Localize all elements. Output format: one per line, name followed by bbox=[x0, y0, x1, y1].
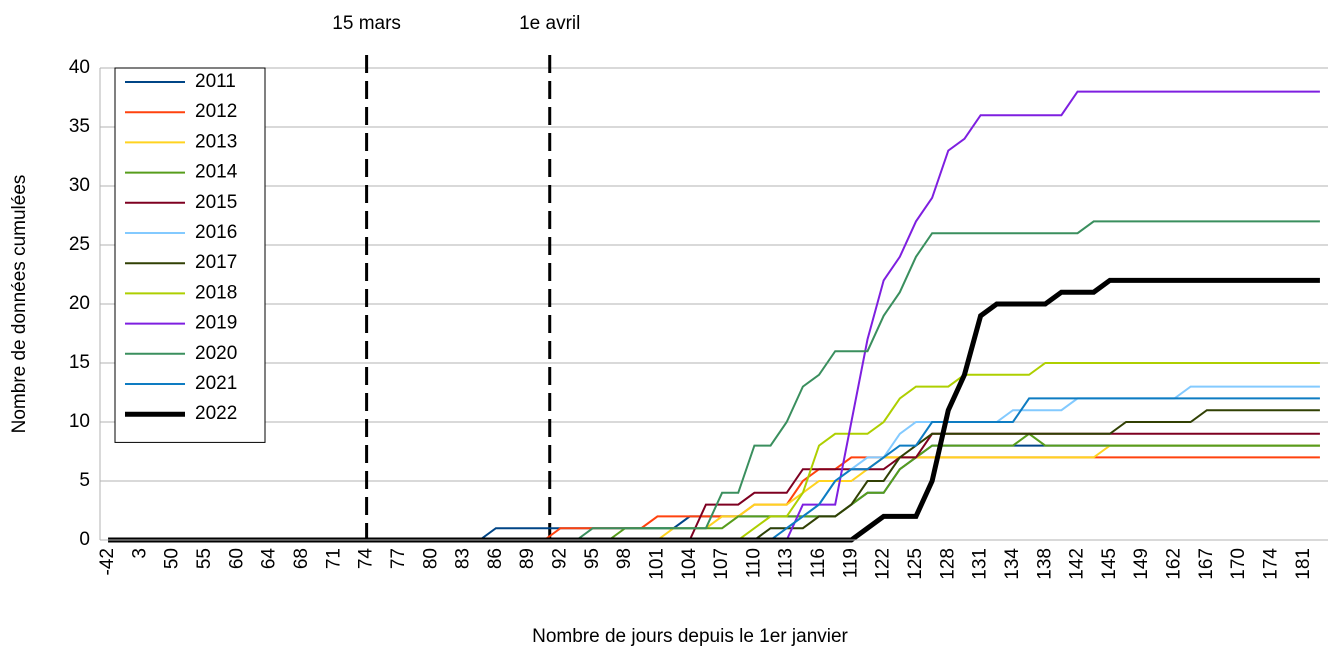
series-line bbox=[108, 432, 1320, 541]
legend-label: 2022 bbox=[195, 403, 237, 424]
x-tick-label: 64 bbox=[259, 548, 280, 570]
series-line bbox=[108, 444, 1320, 541]
series-line bbox=[108, 397, 1320, 541]
legend-box bbox=[114, 67, 266, 443]
x-tick-label: 145 bbox=[1099, 548, 1120, 580]
series-line bbox=[108, 220, 1320, 541]
y-tick-label: 20 bbox=[69, 293, 90, 314]
legend-label: 2016 bbox=[195, 222, 237, 243]
x-tick-label: 95 bbox=[582, 548, 603, 569]
annotation-text: 15 mars bbox=[332, 13, 401, 34]
x-tick-label: 138 bbox=[1034, 548, 1055, 580]
x-tick-label: 80 bbox=[420, 548, 441, 569]
series-line bbox=[108, 277, 1320, 543]
x-tick-label: -42 bbox=[97, 548, 118, 575]
y-axis-title: Nombre de données cumulées bbox=[9, 175, 30, 434]
legend-label: 2019 bbox=[195, 313, 237, 334]
series-line bbox=[108, 444, 1320, 541]
series-line bbox=[108, 90, 1320, 541]
legend-label: 2014 bbox=[195, 162, 238, 183]
x-tick-label: 170 bbox=[1228, 548, 1249, 580]
x-tick-label: 83 bbox=[453, 548, 474, 569]
legend-label: 2011 bbox=[195, 71, 236, 92]
x-tick-label: 174 bbox=[1260, 548, 1281, 580]
x-tick-label: 128 bbox=[937, 548, 958, 580]
series-line bbox=[108, 409, 1320, 541]
x-tick-label: 113 bbox=[776, 548, 797, 578]
x-tick-label: 86 bbox=[485, 548, 506, 569]
x-tick-label: 101 bbox=[646, 548, 667, 580]
x-tick-label: 71 bbox=[323, 548, 344, 569]
x-tick-label: 125 bbox=[905, 548, 926, 580]
legend-label: 2018 bbox=[195, 282, 237, 303]
y-tick-label: 25 bbox=[69, 234, 90, 255]
y-tick-label: 15 bbox=[69, 352, 90, 373]
x-tick-label: 92 bbox=[550, 548, 571, 569]
x-tick-label: 110 bbox=[743, 548, 764, 578]
x-tick-label: 68 bbox=[291, 548, 312, 569]
x-tick-label: 74 bbox=[356, 548, 377, 570]
y-tick-label: 35 bbox=[69, 116, 90, 137]
x-tick-label: 122 bbox=[873, 548, 894, 580]
legend-label: 2017 bbox=[195, 252, 237, 273]
x-tick-label: 119 bbox=[840, 548, 861, 578]
x-tick-label: 77 bbox=[388, 548, 409, 569]
legend-label: 2020 bbox=[195, 343, 237, 364]
x-tick-label: 142 bbox=[1067, 548, 1088, 580]
annotation-text: 1e avril bbox=[519, 13, 580, 34]
x-tick-label: 134 bbox=[1002, 548, 1023, 580]
x-tick-label: 149 bbox=[1131, 548, 1152, 580]
legend-label: 2012 bbox=[195, 101, 237, 122]
x-tick-label: 3 bbox=[129, 548, 150, 559]
x-tick-label: 55 bbox=[194, 548, 215, 569]
x-tick-label: 98 bbox=[614, 548, 635, 569]
x-tick-label: 116 bbox=[808, 548, 829, 578]
x-tick-label: 131 bbox=[970, 548, 991, 580]
y-tick-label: 10 bbox=[69, 411, 90, 432]
x-tick-label: 181 bbox=[1293, 548, 1314, 580]
x-axis-title: Nombre de jours depuis le 1er janvier bbox=[532, 626, 848, 647]
legend-label: 2013 bbox=[195, 131, 237, 152]
y-tick-label: 5 bbox=[79, 470, 90, 491]
x-tick-label: 50 bbox=[162, 548, 183, 569]
x-tick-label: 167 bbox=[1196, 548, 1217, 580]
legend-label: 2021 bbox=[195, 373, 237, 394]
x-tick-label: 162 bbox=[1164, 548, 1185, 580]
x-tick-label: 60 bbox=[226, 548, 247, 569]
x-tick-label: 89 bbox=[517, 548, 538, 569]
y-tick-label: 30 bbox=[69, 175, 90, 196]
y-tick-label: 40 bbox=[69, 57, 90, 78]
series-line bbox=[108, 432, 1320, 541]
x-tick-label: 107 bbox=[711, 548, 732, 580]
legend-label: 2015 bbox=[195, 192, 237, 213]
series-line bbox=[108, 362, 1320, 541]
x-tick-label: 104 bbox=[679, 548, 700, 580]
y-tick-label: 0 bbox=[79, 529, 90, 550]
